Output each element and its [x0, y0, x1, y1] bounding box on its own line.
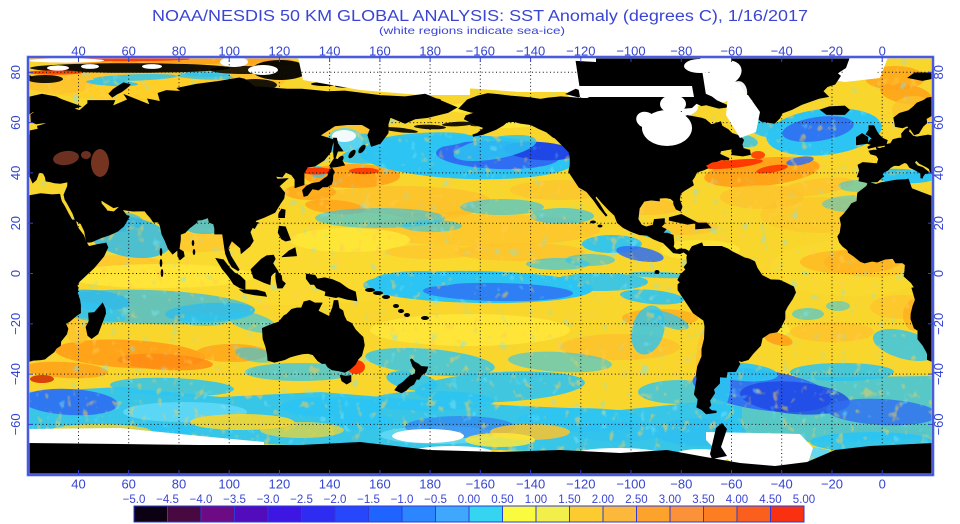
svg-text:−2.0: −2.0 [324, 494, 347, 506]
svg-text:2.00: 2.00 [592, 494, 614, 506]
svg-text:−120: −120 [566, 477, 595, 492]
svg-text:−120: −120 [566, 44, 595, 59]
svg-text:−140: −140 [516, 477, 545, 492]
svg-text:0: 0 [879, 477, 886, 492]
svg-text:−3.0: −3.0 [257, 494, 280, 506]
svg-text:−40: −40 [771, 477, 793, 492]
svg-text:−20: −20 [931, 313, 946, 335]
svg-text:3.00: 3.00 [659, 494, 681, 506]
svg-text:−20: −20 [821, 477, 843, 492]
svg-text:80: 80 [172, 44, 186, 59]
svg-text:2.50: 2.50 [625, 494, 647, 506]
svg-text:180: 180 [419, 477, 441, 492]
svg-text:60: 60 [121, 44, 135, 59]
svg-text:−100: −100 [616, 44, 645, 59]
svg-text:100: 100 [218, 44, 240, 59]
svg-text:0.50: 0.50 [491, 494, 513, 506]
svg-text:−40: −40 [771, 44, 793, 59]
svg-text:140: 140 [319, 44, 341, 59]
svg-text:140: 140 [319, 477, 341, 492]
svg-text:4.50: 4.50 [759, 494, 781, 506]
svg-text:40: 40 [8, 166, 23, 180]
svg-text:20: 20 [8, 216, 23, 230]
svg-text:−100: −100 [616, 477, 645, 492]
svg-text:1.50: 1.50 [558, 494, 580, 506]
svg-text:60: 60 [8, 115, 23, 129]
svg-text:−60: −60 [931, 413, 946, 435]
svg-text:0: 0 [879, 44, 886, 59]
svg-text:180: 180 [419, 44, 441, 59]
svg-text:−40: −40 [8, 363, 23, 385]
svg-text:3.50: 3.50 [692, 494, 714, 506]
svg-text:−20: −20 [821, 44, 843, 59]
svg-text:−160: −160 [466, 44, 495, 59]
svg-text:100: 100 [218, 477, 240, 492]
svg-text:4.00: 4.00 [726, 494, 748, 506]
svg-text:−20: −20 [8, 313, 23, 335]
svg-text:60: 60 [121, 477, 135, 492]
svg-text:−3.5: −3.5 [223, 494, 246, 506]
svg-text:20: 20 [931, 216, 946, 230]
svg-text:NOAA/NESDIS 50 KM GLOBAL ANALY: NOAA/NESDIS 50 KM GLOBAL ANALYSIS: SST A… [152, 8, 808, 25]
svg-text:0: 0 [931, 270, 946, 277]
svg-text:40: 40 [71, 477, 85, 492]
svg-text:−80: −80 [670, 44, 692, 59]
svg-text:5.00: 5.00 [793, 494, 815, 506]
svg-text:−80: −80 [670, 477, 692, 492]
svg-text:160: 160 [369, 44, 391, 59]
svg-text:−60: −60 [720, 477, 742, 492]
svg-text:−1.5: −1.5 [357, 494, 380, 506]
svg-text:1.00: 1.00 [525, 494, 547, 506]
svg-text:−60: −60 [720, 44, 742, 59]
svg-text:−160: −160 [466, 477, 495, 492]
svg-text:0.00: 0.00 [458, 494, 480, 506]
svg-text:0: 0 [8, 270, 23, 277]
svg-text:−2.5: −2.5 [290, 494, 313, 506]
svg-text:120: 120 [269, 477, 291, 492]
svg-text:80: 80 [8, 65, 23, 79]
svg-text:120: 120 [269, 44, 291, 59]
svg-text:(white regions indicate sea-ic: (white regions indicate sea-ice) [379, 25, 565, 37]
svg-text:−60: −60 [8, 413, 23, 435]
svg-text:−140: −140 [516, 44, 545, 59]
svg-text:160: 160 [369, 477, 391, 492]
svg-text:−0.5: −0.5 [424, 494, 447, 506]
svg-text:−40: −40 [931, 363, 946, 385]
svg-text:40: 40 [931, 166, 946, 180]
svg-text:−4.5: −4.5 [156, 494, 179, 506]
svg-text:−5.0: −5.0 [123, 494, 146, 506]
svg-text:40: 40 [71, 44, 85, 59]
svg-text:60: 60 [931, 115, 946, 129]
svg-text:80: 80 [931, 65, 946, 79]
svg-text:80: 80 [172, 477, 186, 492]
svg-text:−4.0: −4.0 [190, 494, 213, 506]
svg-text:−1.0: −1.0 [391, 494, 414, 506]
